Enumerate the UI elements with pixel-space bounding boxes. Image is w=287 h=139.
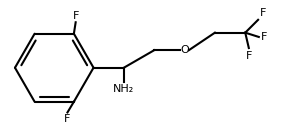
Text: F: F [246, 50, 252, 60]
Text: F: F [73, 11, 79, 21]
Text: NH₂: NH₂ [113, 84, 135, 94]
Text: O: O [180, 45, 189, 55]
Text: F: F [260, 8, 267, 18]
Text: F: F [64, 114, 71, 124]
Text: F: F [261, 32, 268, 42]
